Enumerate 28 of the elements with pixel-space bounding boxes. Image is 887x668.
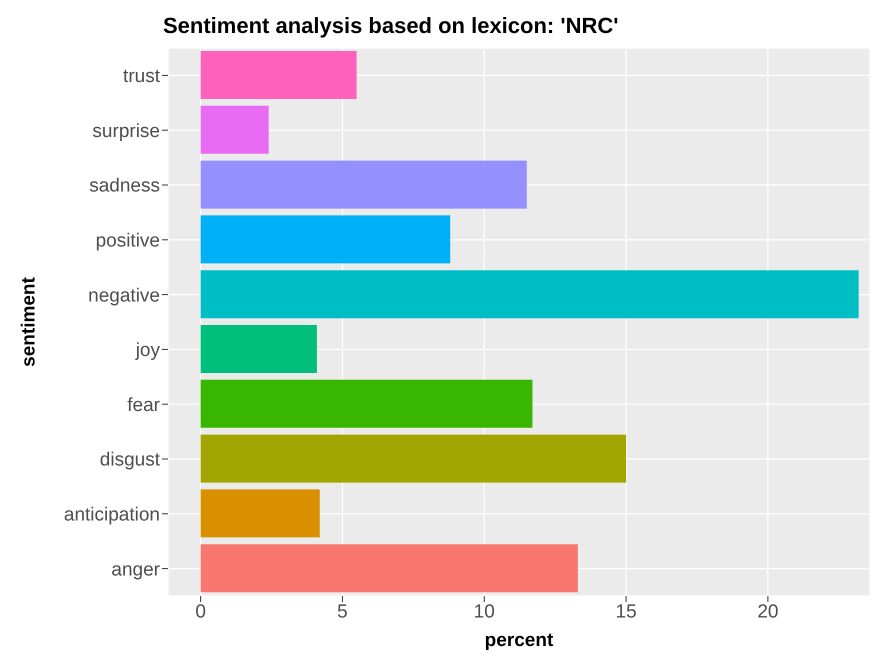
x-tick-label: 0: [195, 601, 206, 622]
bar: [200, 544, 578, 592]
bar: [200, 489, 320, 538]
x-tick-label: 20: [757, 601, 778, 622]
y-axis-title: sentiment: [18, 276, 40, 367]
chart-title: Sentiment analysis based on lexicon: 'NRC': [163, 12, 620, 40]
bar: [200, 215, 450, 264]
bar: [200, 380, 532, 428]
bar: [200, 434, 626, 483]
bar: [200, 270, 859, 318]
x-axis-title: percent: [484, 630, 554, 651]
x-tick-label: 10: [474, 601, 495, 622]
bar: [200, 325, 317, 373]
y-tick-label: negative: [88, 285, 160, 306]
y-tick-label: trust: [123, 66, 161, 88]
x-tick-label: 15: [616, 601, 637, 622]
y-tick-label: positive: [96, 230, 160, 252]
y-tick-label: sadness: [89, 176, 160, 197]
bar: [200, 106, 269, 154]
bar: [200, 51, 357, 99]
y-tick-label: fear: [127, 394, 161, 416]
x-tick-label: 5: [337, 601, 348, 622]
y-tick-label: surprise: [92, 120, 160, 142]
y-tick-label: anticipation: [64, 504, 160, 526]
y-tick-label: disgust: [100, 450, 161, 471]
y-tick-label: joy: [134, 340, 160, 362]
y-tick-label: anger: [111, 559, 161, 580]
bar: [200, 160, 527, 209]
